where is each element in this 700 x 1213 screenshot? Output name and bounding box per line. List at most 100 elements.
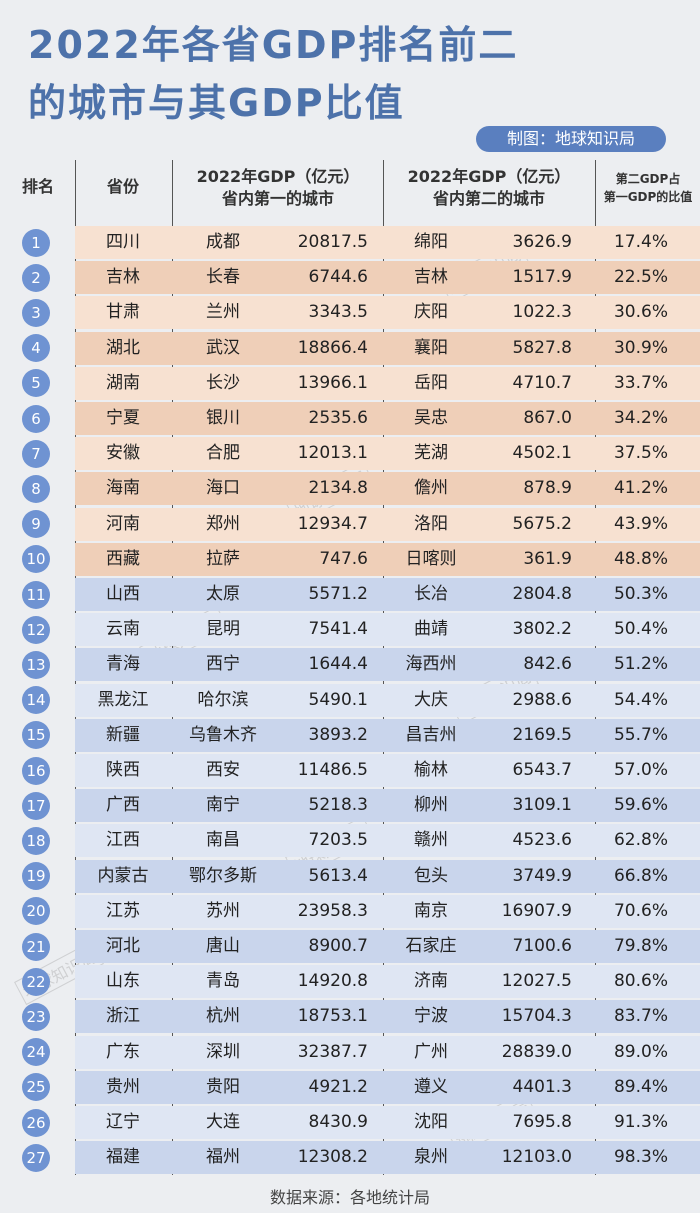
rank-badge: 15 [22, 721, 50, 750]
cell-city: 包头 [414, 865, 448, 886]
cell-city: 南京 [414, 900, 448, 921]
table-row: 四川 成都 20817.5 绵阳 3626.9 17.4% [75, 226, 700, 259]
cell-city: 乌鲁木齐 [189, 724, 257, 745]
cell-ratio: 89.0% [613, 1041, 668, 1062]
cell-province: 湖北 [106, 337, 140, 358]
rank-badge: 17 [22, 791, 50, 820]
header-line: 2022年GDP（亿元） [196, 167, 360, 186]
rank-badge: 16 [22, 756, 50, 785]
cell-gdp: 23958.3 [297, 900, 368, 921]
rank-badge: 14 [22, 686, 50, 715]
cell-gdp: 7541.4 [308, 619, 368, 640]
cell-province: 贵州 [106, 1076, 140, 1097]
rank-badge: 13 [22, 650, 50, 679]
cell-province: 江苏 [106, 900, 140, 921]
cell-gdp: 5571.2 [308, 584, 368, 604]
cell-province: 宁夏 [106, 408, 140, 428]
cell-ratio: 89.4% [613, 1076, 668, 1097]
cell-province: 辽宁 [106, 1112, 140, 1132]
rank-badge: 21 [22, 932, 50, 961]
cell-gdp: 28839.0 [501, 1041, 572, 1062]
cell-province: 吉林 [106, 267, 140, 288]
rank-badge: 11 [22, 580, 50, 609]
cell-province: 江西 [106, 830, 140, 851]
cell-gdp: 747.6 [319, 548, 368, 569]
cell-city: 岳阳 [414, 372, 448, 393]
cell-gdp: 842.6 [523, 654, 572, 675]
table-row: 湖南 长沙 13966.1 岳阳 4710.7 33.7% [75, 366, 700, 400]
title-line: 2022年各省GDP排名前二 [28, 23, 519, 67]
cell-province: 浙江 [106, 1006, 140, 1027]
cell-gdp: 5827.8 [512, 337, 572, 358]
cell-city: 曲靖 [414, 619, 448, 640]
cell-gdp: 4523.6 [512, 830, 572, 851]
cell-city: 宁波 [414, 1006, 448, 1027]
cell-province: 广东 [106, 1041, 140, 1062]
header-rank: 排名 [21, 177, 54, 196]
cell-ratio: 59.6% [613, 795, 668, 816]
cell-ratio: 37.5% [613, 443, 668, 464]
cell-city: 大连 [206, 1112, 240, 1132]
cell-city: 广州 [414, 1041, 448, 1062]
cell-ratio: 30.6% [613, 302, 668, 323]
cell-ratio: 57.0% [613, 760, 668, 780]
rank-badge: 8 [22, 474, 50, 503]
table-row: 浙江 杭州 18753.1 宁波 15704.3 83.7% [75, 1000, 700, 1034]
cell-city: 西安 [206, 760, 240, 780]
cell-city: 武汉 [206, 337, 240, 358]
cell-city: 海口 [206, 478, 240, 499]
cell-city: 赣州 [414, 830, 448, 851]
cell-gdp: 3626.9 [512, 232, 572, 252]
table-row: 江西 南昌 7203.5 赣州 4523.6 62.8% [75, 824, 700, 858]
cell-province: 黑龙江 [97, 689, 149, 710]
cell-province: 广西 [106, 795, 140, 816]
table-row: 河北 唐山 8900.7 石家庄 7100.6 79.8% [75, 930, 700, 963]
table-row: 宁夏 银川 2535.6 吴忠 867.0 34.2% [75, 402, 700, 435]
cell-ratio: 54.4% [613, 689, 668, 710]
cell-ratio: 50.3% [613, 584, 668, 604]
cell-gdp: 6744.6 [308, 267, 368, 288]
cell-city: 哈尔滨 [197, 689, 249, 710]
cell-gdp: 18753.1 [297, 1006, 368, 1027]
cell-city: 长沙 [206, 372, 240, 393]
cell-province: 云南 [106, 619, 140, 640]
cell-gdp: 16907.9 [501, 900, 572, 921]
cell-city: 襄阳 [414, 337, 448, 358]
cell-city: 石家庄 [405, 936, 457, 956]
cell-city: 济南 [414, 971, 448, 992]
cell-province: 陕西 [106, 760, 140, 780]
cell-city: 昆明 [206, 619, 240, 640]
table-row: 安徽 合肥 12013.1 芜湖 4502.1 37.5% [75, 437, 700, 471]
cell-ratio: 83.7% [613, 1006, 668, 1027]
cell-province: 四川 [106, 232, 140, 252]
cell-city: 庆阳 [414, 302, 448, 323]
cell-ratio: 48.8% [613, 548, 668, 569]
cell-province: 河北 [106, 936, 140, 956]
cell-gdp: 1517.9 [512, 267, 572, 288]
rank-badge: 4 [22, 334, 50, 363]
rank-badge: 3 [22, 298, 50, 327]
cell-city: 芜湖 [414, 443, 448, 464]
cell-city: 拉萨 [206, 548, 240, 569]
cell-ratio: 91.3% [613, 1112, 668, 1132]
cell-gdp: 15704.3 [501, 1006, 572, 1027]
cell-gdp: 1022.3 [512, 302, 572, 323]
cell-city: 成都 [206, 232, 240, 252]
cell-gdp: 5490.1 [308, 689, 368, 710]
cell-gdp: 18866.4 [297, 337, 368, 358]
table-row: 辽宁 大连 8430.9 沈阳 7695.8 91.3% [75, 1106, 700, 1139]
header-line: 第一GDP的比值 [603, 190, 693, 204]
table-row: 新疆 乌鲁木齐 3893.2 昌吉州 2169.5 55.7% [75, 718, 700, 752]
table-row: 福建 福州 12308.2 泉州 12103.0 98.3% [75, 1141, 700, 1175]
cell-city: 贵阳 [206, 1076, 240, 1097]
header-province: 省份 [106, 177, 139, 196]
cell-ratio: 55.7% [613, 724, 668, 745]
cell-gdp: 3893.2 [308, 724, 368, 745]
cell-province: 河南 [106, 513, 140, 534]
cell-gdp: 12103.0 [501, 1147, 572, 1168]
rank-badge: 10 [22, 545, 50, 574]
cell-gdp: 4401.3 [512, 1076, 572, 1097]
table-row: 河南 郑州 12934.7 洛阳 5675.2 43.9% [75, 507, 700, 541]
cell-city: 遵义 [414, 1076, 448, 1097]
